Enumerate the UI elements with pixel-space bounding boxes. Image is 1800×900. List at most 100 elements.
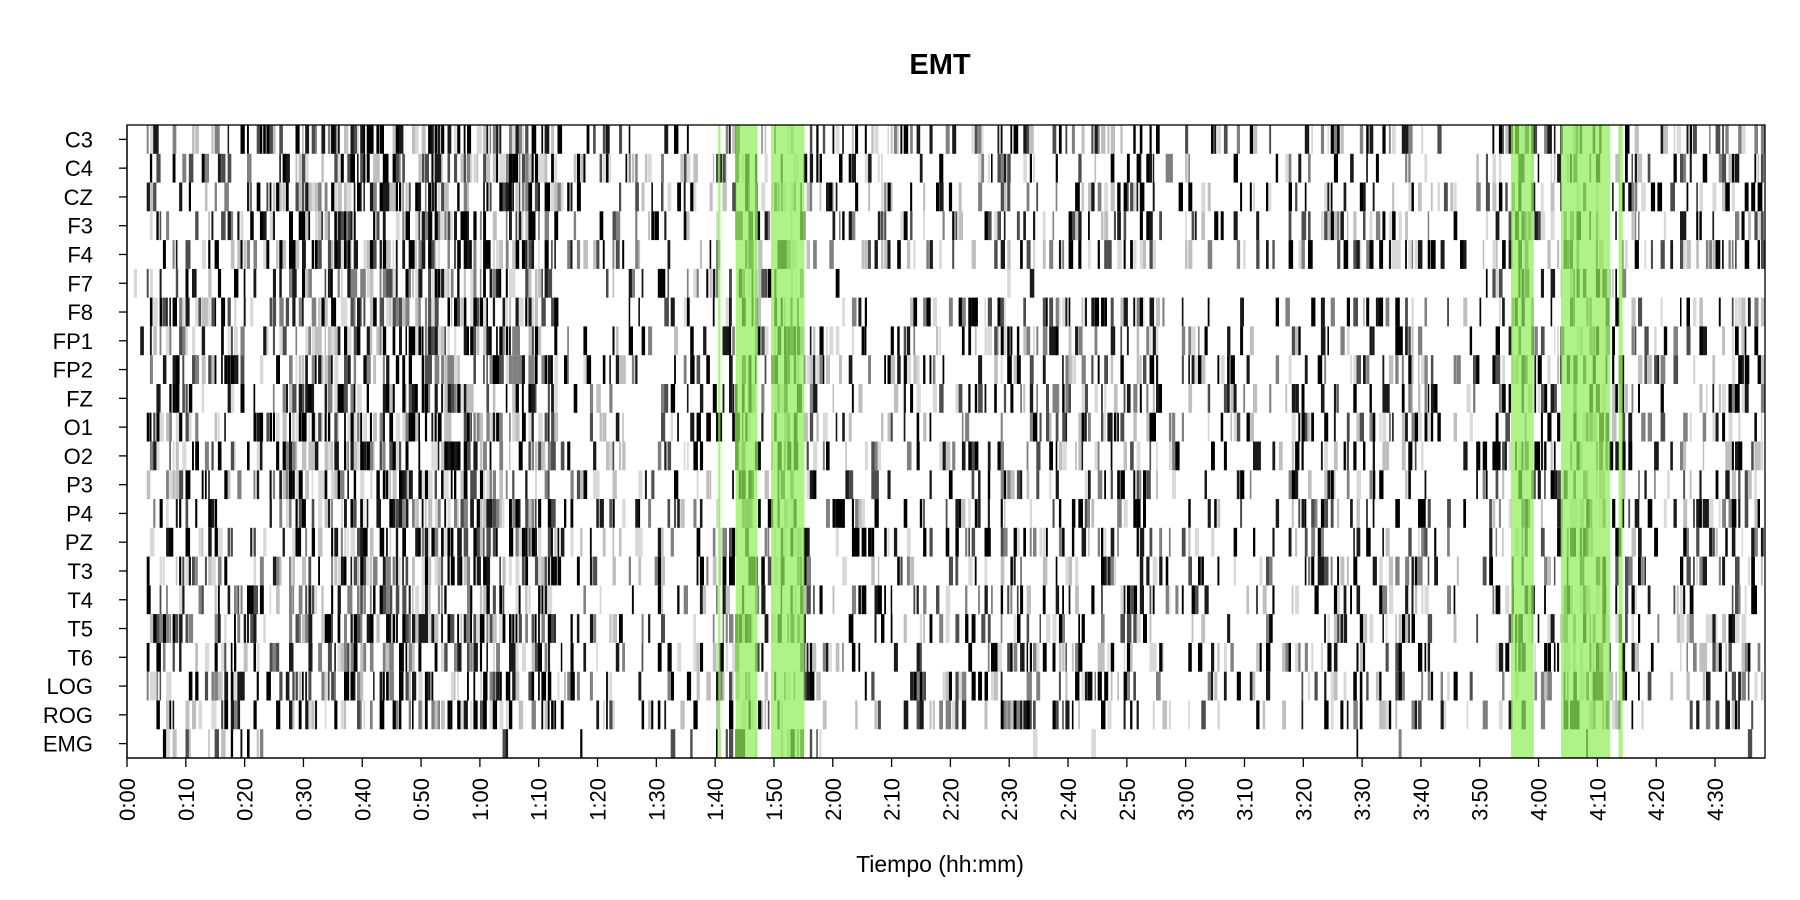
activity-cell <box>298 355 302 384</box>
activity-cell <box>606 441 610 471</box>
activity-cell <box>868 355 871 384</box>
highlight-band-4 <box>1510 125 1534 758</box>
activity-cell <box>1537 441 1540 471</box>
activity-cell <box>1547 125 1552 154</box>
activity-cell <box>447 441 452 471</box>
activity-cell <box>1146 384 1149 413</box>
activity-cell <box>496 355 500 384</box>
activity-cell <box>175 556 178 586</box>
activity-cell <box>1269 182 1272 212</box>
activity-cell <box>1735 614 1740 643</box>
activity-cell <box>1395 614 1397 643</box>
activity-cell <box>489 412 493 442</box>
activity-cell <box>1498 700 1503 730</box>
activity-cell <box>1647 153 1651 183</box>
activity-cell <box>974 125 978 154</box>
activity-cell <box>1230 642 1234 672</box>
activity-cell <box>1049 326 1054 356</box>
activity-cell <box>279 297 284 327</box>
activity-cell <box>699 441 704 471</box>
activity-cell <box>1492 268 1497 298</box>
activity-cell <box>1324 355 1327 384</box>
heatmap-row-cz <box>146 182 1763 212</box>
activity-cell <box>505 326 509 356</box>
activity-cell <box>392 470 397 500</box>
activity-cell <box>1660 355 1666 384</box>
activity-cell <box>470 585 473 615</box>
activity-cell <box>1295 182 1298 212</box>
activity-cell <box>1712 355 1716 384</box>
activity-cell <box>619 441 622 471</box>
activity-cell <box>1207 297 1210 327</box>
activity-cell <box>376 499 381 528</box>
activity-cell <box>1000 470 1005 500</box>
activity-cell <box>1689 125 1693 154</box>
activity-cell <box>392 614 395 643</box>
activity-cell <box>363 700 366 730</box>
activity-cell <box>302 240 306 269</box>
activity-cell <box>826 642 829 672</box>
activity-cell <box>470 384 474 413</box>
activity-cell <box>1152 153 1155 183</box>
activity-cell <box>1333 412 1336 442</box>
activity-cell <box>444 527 449 557</box>
activity-cell <box>978 384 983 413</box>
activity-cell <box>302 671 304 701</box>
activity-cell <box>1288 355 1292 384</box>
activity-cell <box>1324 441 1328 471</box>
activity-cell <box>512 470 515 500</box>
activity-cell <box>1107 240 1112 269</box>
activity-cell <box>441 614 443 643</box>
activity-cell <box>1660 412 1666 442</box>
activity-cell <box>496 268 501 298</box>
activity-cell <box>615 240 620 269</box>
activity-cell <box>955 614 960 643</box>
activity-cell <box>1686 326 1691 356</box>
activity-cell <box>1625 614 1628 643</box>
activity-cell <box>1333 470 1336 500</box>
activity-cell <box>1718 499 1721 528</box>
activity-cell <box>314 182 320 212</box>
activity-cell <box>454 240 457 269</box>
activity-cell <box>337 182 342 212</box>
activity-cell <box>958 211 963 241</box>
activity-cell <box>929 700 932 730</box>
activity-cell <box>554 527 557 557</box>
activity-cell <box>402 240 406 269</box>
activity-cell <box>942 211 945 241</box>
activity-cell <box>314 355 317 384</box>
activity-cell <box>156 384 161 413</box>
activity-cell <box>1366 527 1371 557</box>
activity-cell <box>1078 326 1083 356</box>
activity-cell <box>431 441 435 471</box>
activity-cell <box>1042 326 1048 356</box>
activity-cell <box>1418 556 1423 586</box>
activity-cell <box>1285 384 1288 413</box>
activity-cell <box>874 614 877 643</box>
activity-cell <box>1256 211 1260 241</box>
activity-cell <box>518 182 521 212</box>
heatmap-row-o2 <box>149 441 1764 471</box>
activity-cell <box>547 556 551 586</box>
activity-cell <box>567 240 571 269</box>
activity-cell <box>1540 441 1544 471</box>
activity-cell <box>1240 470 1245 500</box>
activity-cell <box>1738 585 1741 615</box>
activity-cell <box>434 355 440 384</box>
activity-cell <box>1211 527 1215 557</box>
activity-cell <box>1016 470 1021 500</box>
activity-cell <box>913 355 918 384</box>
activity-cell <box>344 182 347 212</box>
activity-cell <box>716 585 718 615</box>
activity-cell <box>1408 527 1412 557</box>
activity-cell <box>479 441 483 471</box>
activity-cell <box>1540 700 1546 730</box>
activity-cell <box>1243 240 1246 269</box>
activity-cell <box>1091 499 1095 528</box>
activity-cell <box>308 412 310 442</box>
y-tick-label-p4: P4 <box>66 501 93 526</box>
activity-cell <box>172 355 177 384</box>
activity-cell <box>567 326 569 356</box>
activity-cell <box>156 671 159 701</box>
activity-cell <box>1363 441 1366 471</box>
